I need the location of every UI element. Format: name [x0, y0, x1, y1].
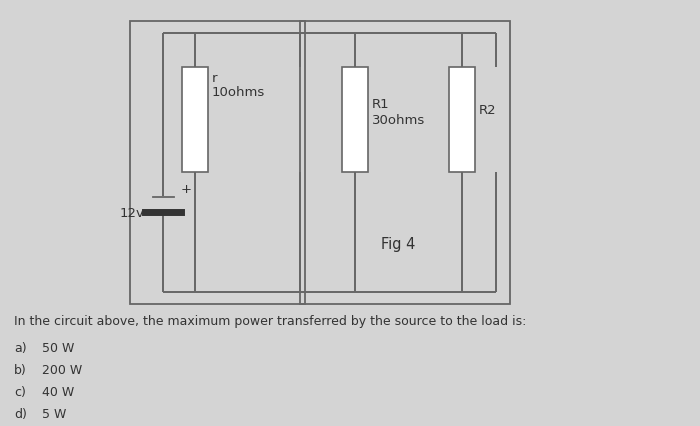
Text: r: r: [212, 72, 218, 85]
Text: In the circuit above, the maximum power transferred by the source to the load is: In the circuit above, the maximum power …: [14, 314, 526, 327]
Text: b): b): [14, 363, 27, 376]
Text: 200 W: 200 W: [42, 363, 83, 376]
Text: R2: R2: [479, 104, 496, 117]
Text: a): a): [14, 341, 27, 354]
Bar: [300, 22, 510, 304]
Bar: [342, 68, 368, 173]
Bar: [449, 68, 475, 173]
Bar: [130, 22, 305, 304]
Text: 30ohms: 30ohms: [372, 114, 426, 127]
Text: d): d): [14, 407, 27, 420]
Text: 40 W: 40 W: [42, 385, 74, 398]
Text: c): c): [14, 385, 26, 398]
Text: Fig 4: Fig 4: [381, 237, 415, 252]
Text: 50 W: 50 W: [42, 341, 74, 354]
Text: 10ohms: 10ohms: [212, 86, 265, 99]
Text: 12v: 12v: [119, 207, 144, 219]
Text: +: +: [181, 183, 192, 196]
Bar: [182, 68, 208, 173]
Text: 5 W: 5 W: [42, 407, 66, 420]
Text: R1: R1: [372, 98, 390, 111]
